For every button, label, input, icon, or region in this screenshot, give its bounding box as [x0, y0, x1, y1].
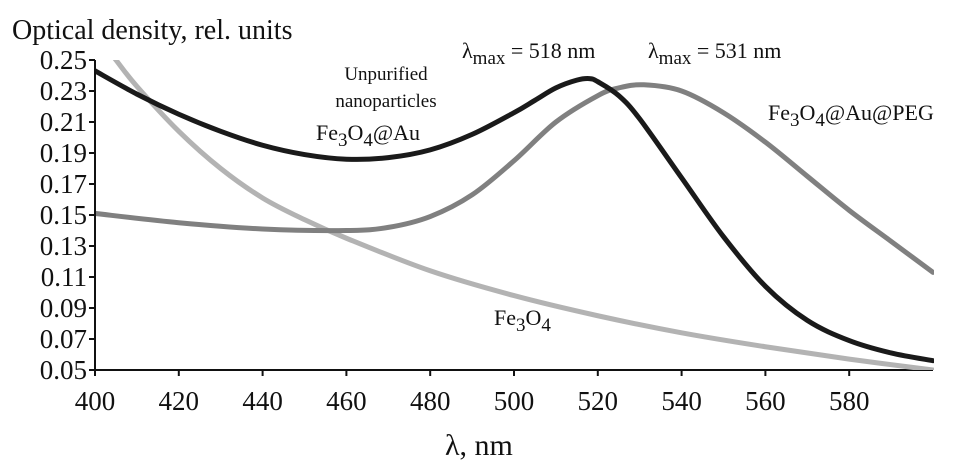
x-axis-title: λ, nm	[445, 429, 513, 462]
x-tick-label: 460	[326, 386, 367, 416]
x-axis-ticks: 400 420 440 460 480 500 520 540 560 580	[75, 370, 870, 416]
y-tick-label: 0.13	[40, 231, 87, 261]
x-tick-label: 440	[242, 386, 283, 416]
fe3o4-series-label: Fe3O4	[494, 305, 551, 336]
lambda-max-531-symbol: λ	[648, 38, 659, 63]
series-lines	[96, 60, 934, 370]
y-tick-label: 0.15	[40, 200, 87, 230]
x-tick-label: 580	[829, 386, 870, 416]
lambda-max-531-label: λmax = 531 nm	[648, 38, 781, 69]
y-tick-label: 0.05	[40, 355, 87, 385]
y-axis-title: Optical density, rel. units	[12, 15, 292, 46]
x-tick-label: 540	[661, 386, 702, 416]
series-line-fe3o4	[112, 60, 934, 370]
x-tick-label: 400	[75, 386, 116, 416]
y-tick-label: 0.21	[40, 107, 87, 137]
lambda-max-518-value: = 518 nm	[505, 38, 595, 63]
y-tick-label: 0.09	[40, 293, 87, 323]
fe3o4-au-series-label: Fe3O4@Au	[316, 120, 420, 151]
x-tick-label: 560	[745, 386, 786, 416]
series-line-fe3o4-au-peg	[96, 82, 934, 275]
y-tick-label: 0.07	[40, 324, 87, 354]
y-tick-label: 0.19	[40, 138, 87, 168]
annotations: λmax = 518 nm λmax = 531 nm Unpurified n…	[316, 38, 934, 336]
x-axis-title-unit: , nm	[460, 429, 513, 462]
unpurified-label-line2: nanoparticles	[335, 91, 436, 112]
fe3o4-au-peg-series-label: Fe3O4@Au@PEG	[768, 100, 934, 131]
lambda-max-531-subscript: max	[659, 48, 692, 69]
series-line-fe3o4-au	[96, 68, 934, 364]
lambda-max-531-value: = 531 nm	[691, 38, 781, 63]
x-axis-title-symbol: λ	[445, 429, 460, 462]
unpurified-label-line1: Unpurified	[344, 64, 428, 85]
y-tick-label: 0.17	[40, 169, 87, 199]
lambda-max-518-label: λmax = 518 nm	[462, 38, 595, 69]
lambda-max-518-subscript: max	[473, 48, 506, 69]
y-axis-ticks: 0.050.070.090.110.130.150.170.190.210.23…	[40, 45, 95, 385]
x-tick-label: 520	[578, 386, 619, 416]
x-tick-label: 420	[159, 386, 200, 416]
y-tick-label: 0.25	[40, 45, 87, 75]
x-tick-label: 480	[410, 386, 451, 416]
y-tick-label: 0.23	[40, 76, 87, 106]
y-tick-label: 0.11	[41, 262, 87, 292]
x-tick-label: 500	[494, 386, 535, 416]
lambda-max-518-symbol: λ	[462, 38, 473, 63]
